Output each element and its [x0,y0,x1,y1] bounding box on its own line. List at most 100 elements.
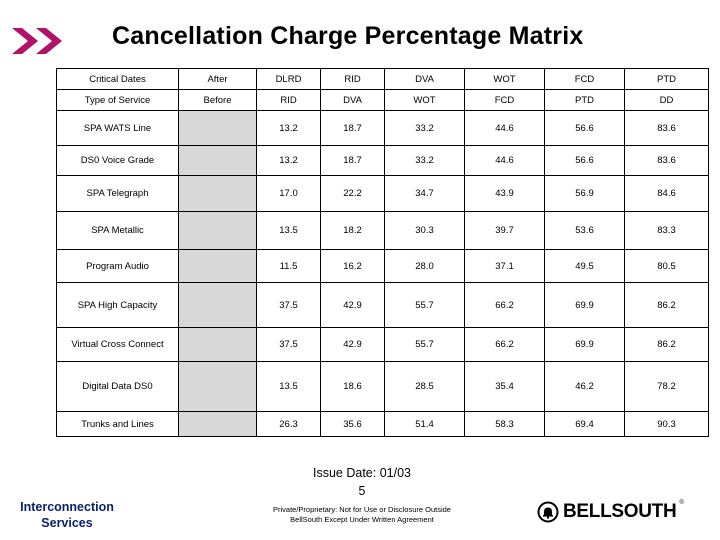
percentage-cell: 37.5 [256,282,321,328]
percentage-cell: 18.2 [320,211,385,250]
percentage-cell: 90.3 [624,411,709,437]
header-row: Type of Service Before RID DVA WOT FCD PTD DD [56,89,709,111]
table-row: Trunks and Lines 26.3 35.6 51.4 58.3 69.4 90.3 [56,411,709,437]
logo-text: BELLSOUTH [563,501,677,522]
service-name-cell: SPA WATS Line [56,110,179,146]
service-name-cell: SPA High Capacity [56,282,179,328]
percentage-cell: 49.5 [544,249,625,283]
table-row: Program Audio 11.5 16.2 28.0 37.1 49.5 80.5 [56,249,709,283]
percentage-cell: 80.5 [624,249,709,283]
percentage-cell: 33.2 [384,145,465,176]
org-name: Interconnection Services [12,499,122,531]
percentage-cell: 28.5 [384,361,465,412]
header-cell: WOT [464,68,545,90]
percentage-cell: 18.6 [320,361,385,412]
percentage-cell: 11.5 [256,249,321,283]
service-name-cell: DS0 Voice Grade [56,145,179,176]
header-cell: WOT [384,89,465,111]
percentage-cell: 44.6 [464,145,545,176]
percentage-cell: 16.2 [320,249,385,283]
proprietary-line-1: Private/Proprietary: Not for Use or Disc… [273,505,451,514]
table-row: SPA High Capacity 37.5 42.9 55.7 66.2 69.9 86.… [56,282,709,328]
header-cell: DVA [384,68,465,90]
percentage-cell: 42.9 [320,282,385,328]
percentage-cell: 42.9 [320,327,385,362]
percentage-cell: 78.2 [624,361,709,412]
header-label-cell: Type of Service [56,89,179,111]
service-name-cell: Program Audio [56,249,179,283]
service-name-cell: Trunks and Lines [56,411,179,437]
table-row: SPA WATS Line 13.2 18.7 33.2 44.6 56.6 83.6 [56,110,709,146]
org-line-2: Services [41,516,93,530]
header-cell: After [178,68,257,90]
table-row: Virtual Cross Connect 37.5 42.9 55.7 66.2 69.… [56,327,709,362]
table-row: Digital Data DS0 13.5 18.6 28.5 35.4 46.2 78.2 [56,361,709,412]
service-name-cell: SPA Metallic [56,211,179,250]
percentage-cell: 13.5 [256,361,321,412]
header-cell: FCD [464,89,545,111]
shaded-cell [178,175,257,212]
percentage-cell: 69.9 [544,282,625,328]
bell-logo-icon [537,501,559,523]
shaded-cell [178,327,257,362]
shaded-cell [178,282,257,328]
header-label-cell: Critical Dates [56,68,179,90]
percentage-cell: 83.6 [624,145,709,176]
percentage-cell: 58.3 [464,411,545,437]
percentage-cell: 33.2 [384,110,465,146]
percentage-cell: 13.5 [256,211,321,250]
percentage-cell: 69.9 [544,327,625,362]
header-cell: FCD [544,68,625,90]
logo-trademark: ® [679,500,684,506]
shaded-cell [178,211,257,250]
table-row: SPA Telegraph 17.0 22.2 34.7 43.9 56.9 84.6 [56,175,709,212]
percentage-cell: 18.7 [320,145,385,176]
page-number: 5 [358,484,366,498]
percentage-cell: 83.3 [624,211,709,250]
percentage-cell: 53.6 [544,211,625,250]
percentage-cell: 37.5 [256,327,321,362]
issue-date: Issue Date: 01/03 [313,466,411,480]
percentage-cell: 66.2 [464,282,545,328]
header-row: Critical Dates After DLRD RID DVA WOT FCD PTD [56,68,709,90]
shaded-cell [178,145,257,176]
header-cell: PTD [624,68,709,90]
service-name-cell: SPA Telegraph [56,175,179,212]
service-name-cell: Digital Data DS0 [56,361,179,412]
org-line-1: Interconnection [20,500,114,514]
header-cell: RID [320,68,385,90]
percentage-cell: 56.6 [544,110,625,146]
header-cell: DD [624,89,709,111]
shaded-cell [178,411,257,437]
percentage-cell: 26.3 [256,411,321,437]
percentage-cell: 84.6 [624,175,709,212]
cancellation-matrix-table: Critical Dates After DLRD RID DVA WOT FCD PTD Ty… [56,68,709,437]
percentage-cell: 17.0 [256,175,321,212]
percentage-cell: 28.0 [384,249,465,283]
header-cell: RID [256,89,321,111]
percentage-cell: 46.2 [544,361,625,412]
percentage-cell: 39.7 [464,211,545,250]
bellsouth-logo: BELLSOUTH ® [537,500,684,524]
percentage-cell: 18.7 [320,110,385,146]
table-row: DS0 Voice Grade 13.2 18.7 33.2 44.6 56.6 83.6 [56,145,709,176]
percentage-cell: 55.7 [384,327,465,362]
percentage-cell: 13.2 [256,145,321,176]
shaded-cell [178,110,257,146]
page-title: Cancellation Charge Percentage Matrix [112,22,584,50]
percentage-cell: 83.6 [624,110,709,146]
percentage-cell: 30.3 [384,211,465,250]
percentage-cell: 34.7 [384,175,465,212]
percentage-cell: 56.9 [544,175,625,212]
proprietary-notice: Private/Proprietary: Not for Use or Disc… [248,505,476,525]
percentage-cell: 51.4 [384,411,465,437]
percentage-cell: 55.7 [384,282,465,328]
table-row: SPA Metallic 13.5 18.2 30.3 39.7 53.6 83.3 [56,211,709,250]
percentage-cell: 86.2 [624,282,709,328]
percentage-cell: 69.4 [544,411,625,437]
shaded-cell [178,249,257,283]
percentage-cell: 44.6 [464,110,545,146]
percentage-cell: 37.1 [464,249,545,283]
header-cell: DVA [320,89,385,111]
percentage-cell: 22.2 [320,175,385,212]
